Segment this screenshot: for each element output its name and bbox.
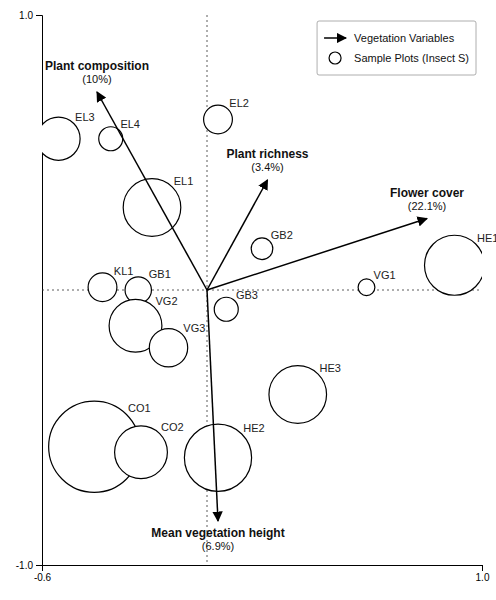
vector-percent: (3.4%) — [251, 161, 283, 173]
tick-mark — [482, 565, 483, 571]
legend-symbol — [329, 52, 341, 64]
x-axis: -0.6 1.0 — [34, 565, 490, 583]
site-point — [42, 117, 80, 160]
vector-label: Flower cover — [390, 186, 464, 200]
site-point — [251, 238, 273, 260]
site-point — [358, 279, 375, 296]
chart: -0.6 1.0 -1.0 1.0 EL2 EL3 EL4 EL1 GB2 KL1 GB1 VG1 HE… — [0, 0, 496, 600]
tick-label: -0.6 — [34, 572, 52, 583]
site-label: HE1 — [477, 232, 496, 244]
legend: Vegetation Variables Sample Plots (Insect… — [317, 21, 476, 75]
axis-line — [36, 16, 43, 566]
vector-arrow — [207, 290, 218, 521]
plot: -0.6 1.0 -1.0 1.0 EL2 EL3 EL4 EL1 GB2 KL1 GB1 VG1 HE… — [16, 10, 496, 583]
vector-percent: (6.9%) — [202, 540, 234, 552]
site-label: VG2 — [156, 295, 178, 307]
tick-mark — [36, 15, 42, 16]
vector-label: Mean vegetation height — [151, 526, 284, 540]
site-point — [184, 424, 251, 491]
vector-label: Plant richness — [226, 147, 308, 161]
tick-label: -1.0 — [16, 560, 34, 571]
site-label: EL3 — [75, 111, 95, 123]
vector-label: Plant composition — [45, 59, 149, 73]
site-label: HE3 — [319, 362, 340, 374]
vector-percent: (10%) — [82, 73, 111, 85]
site-point — [115, 426, 168, 479]
tick: 1.0 — [19, 10, 42, 21]
site-point — [88, 273, 117, 302]
vector-arrow — [97, 92, 207, 290]
site-point — [149, 329, 187, 367]
tick-mark — [36, 565, 42, 566]
site-label: GB3 — [236, 289, 258, 301]
site-label: EL4 — [120, 118, 140, 130]
site-label: EL2 — [229, 97, 249, 109]
tick-label: 1.0 — [19, 10, 33, 21]
legend-label: Sample Plots (Insect S) — [354, 52, 469, 64]
vector-arrow — [207, 219, 427, 291]
legend-box — [317, 21, 476, 75]
legend-item: Sample Plots (Insect S) — [329, 52, 469, 64]
site-point — [425, 235, 483, 295]
site-point — [269, 366, 327, 424]
marks — [42, 15, 482, 565]
labels: EL2 EL3 EL4 EL1 GB2 KL1 GB1 VG1 HE1 GB3 VG2 VG3 HE3 C… — [45, 59, 496, 552]
tick-label: 1.0 — [476, 572, 490, 583]
tick: -0.6 — [34, 565, 52, 583]
site-label: CO1 — [128, 402, 151, 414]
site-label: HE2 — [243, 422, 264, 434]
site-label: GB2 — [271, 229, 293, 241]
legend-label: Vegetation Variables — [354, 32, 455, 44]
site-label: GB1 — [149, 268, 171, 280]
tick: -1.0 — [16, 560, 42, 571]
site-point — [204, 105, 233, 134]
site-label: CO2 — [161, 421, 184, 433]
site-label: KL1 — [114, 265, 134, 277]
site-label: VG1 — [374, 269, 396, 281]
site-label: EL1 — [174, 175, 194, 187]
tick: 1.0 — [476, 565, 490, 583]
vector-percent: (22.1%) — [408, 200, 447, 212]
site-label: VG3 — [183, 322, 205, 334]
legend-symbol — [324, 37, 346, 39]
y-axis: -1.0 1.0 — [16, 10, 43, 571]
legend-item: Vegetation Variables — [324, 32, 455, 44]
site-point — [214, 297, 238, 321]
axis-line — [43, 566, 483, 572]
